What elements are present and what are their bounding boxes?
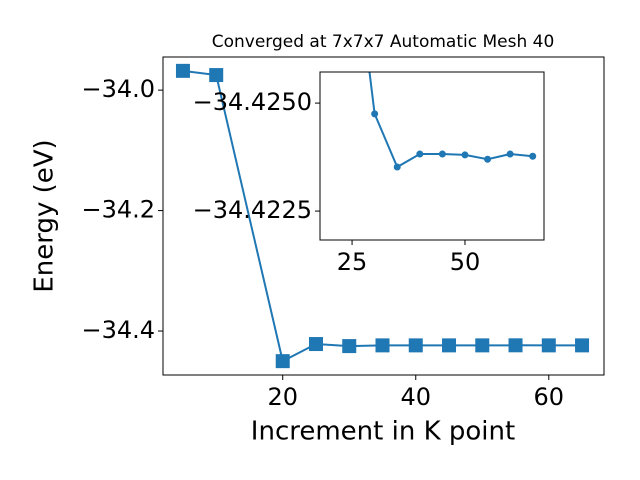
marker: [275, 354, 290, 369]
chart-title: Converged at 7x7x7 Automatic Mesh 40: [212, 32, 555, 52]
marker: [375, 338, 390, 353]
x-axis-label: Increment in K point: [251, 417, 515, 447]
y-tick-label: −34.4225: [193, 196, 312, 224]
marker: [342, 339, 357, 354]
plot-area: [320, 72, 544, 240]
x-tick-label: 25: [337, 248, 368, 276]
axes-frame: [162, 56, 605, 376]
marker: [438, 150, 446, 158]
plot: [175, 63, 590, 369]
marker: [308, 337, 323, 352]
marker: [506, 150, 514, 158]
marker: [508, 338, 523, 353]
x-tick-label: 60: [534, 383, 565, 411]
y-tick-label: −34.4250: [193, 88, 312, 116]
marker: [575, 338, 590, 353]
x-tick-label: 20: [267, 383, 298, 411]
y-tick-label: −34.2: [81, 196, 155, 224]
marker: [461, 151, 469, 159]
plot: [368, 72, 537, 171]
marker: [442, 338, 457, 353]
marker: [484, 155, 492, 163]
axes-frame: [319, 71, 545, 241]
marker: [209, 68, 224, 83]
marker: [371, 110, 379, 118]
x-tick-label: 40: [400, 383, 431, 411]
marker: [175, 63, 190, 78]
marker: [541, 338, 556, 353]
marker: [393, 163, 401, 171]
marker: [408, 338, 423, 353]
y-tick-label: −34.4: [81, 316, 155, 344]
y-axis-label: Energy (eV): [30, 139, 60, 292]
x-tick-label: 50: [450, 248, 481, 276]
y-tick-label: −34.0: [81, 75, 155, 103]
marker: [475, 338, 490, 353]
marker: [529, 152, 537, 160]
marker: [416, 150, 424, 158]
